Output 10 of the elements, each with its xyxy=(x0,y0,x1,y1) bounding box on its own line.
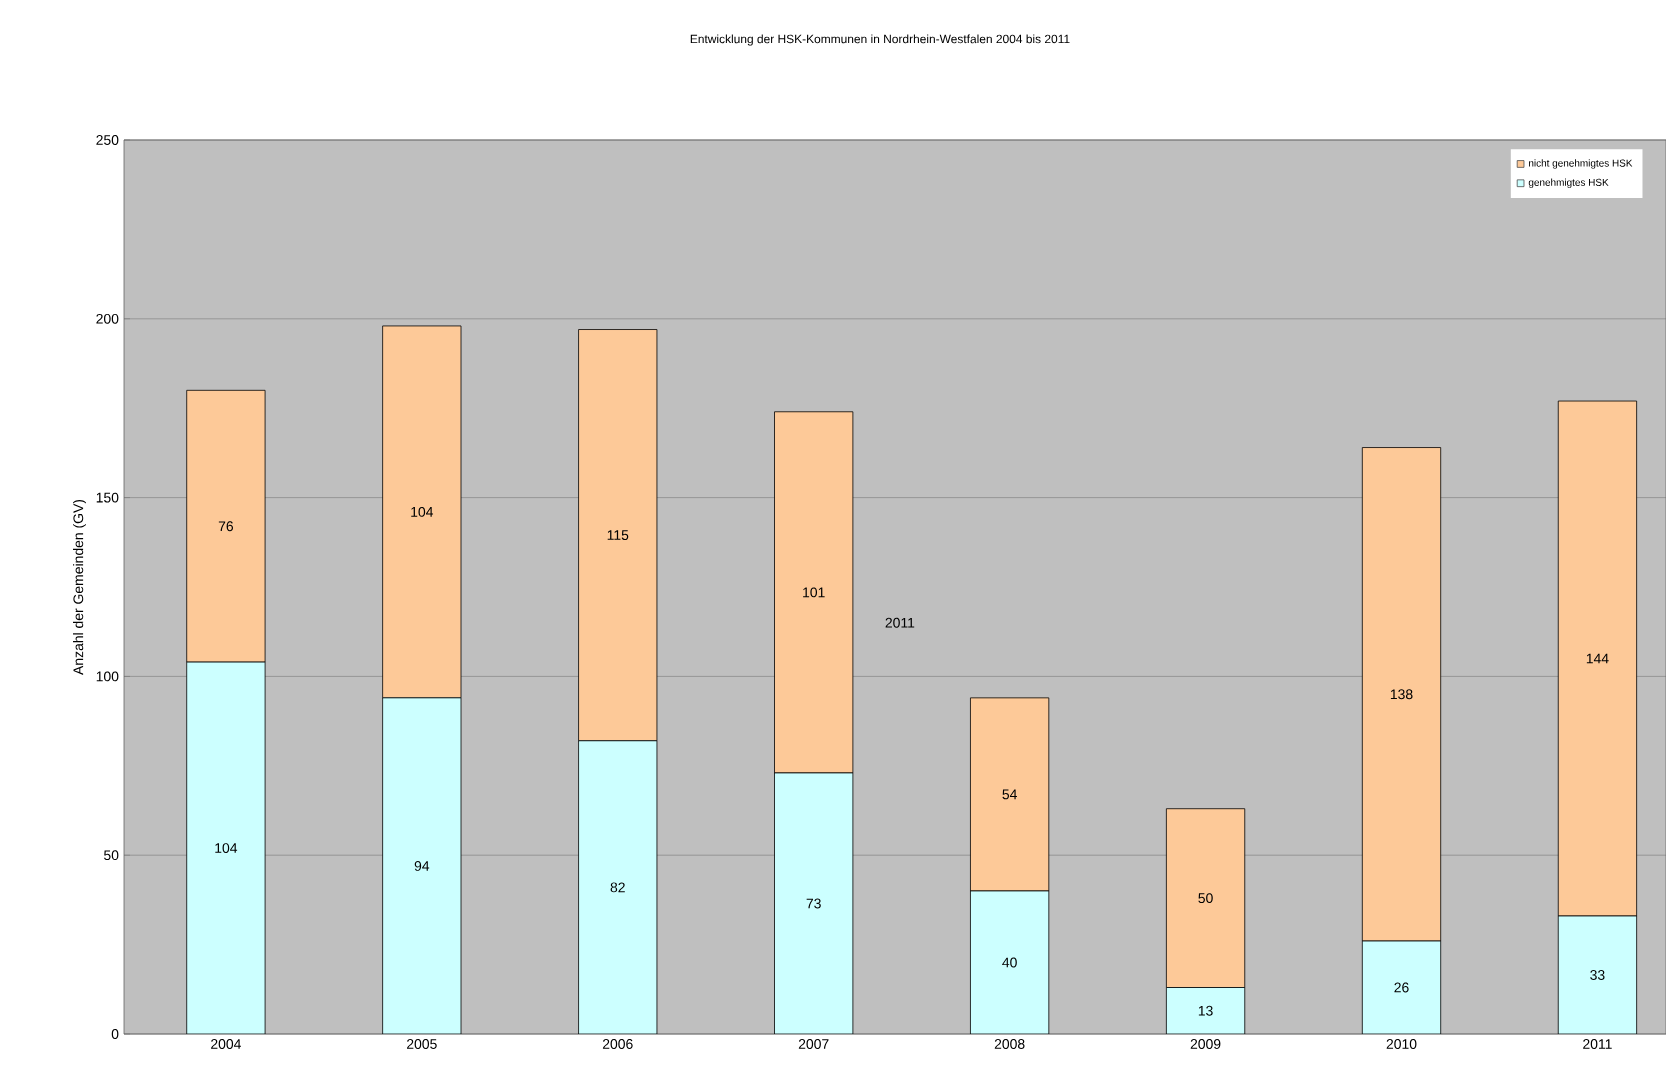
bar xyxy=(186,661,266,1034)
bar xyxy=(1165,987,1246,1034)
bar xyxy=(578,740,658,1034)
bar xyxy=(970,890,1050,1034)
bar xyxy=(382,697,462,1034)
bar xyxy=(970,697,1050,892)
bar xyxy=(1557,915,1638,1034)
bar xyxy=(1165,808,1246,988)
bar xyxy=(774,772,854,1034)
bar xyxy=(1361,940,1442,1034)
